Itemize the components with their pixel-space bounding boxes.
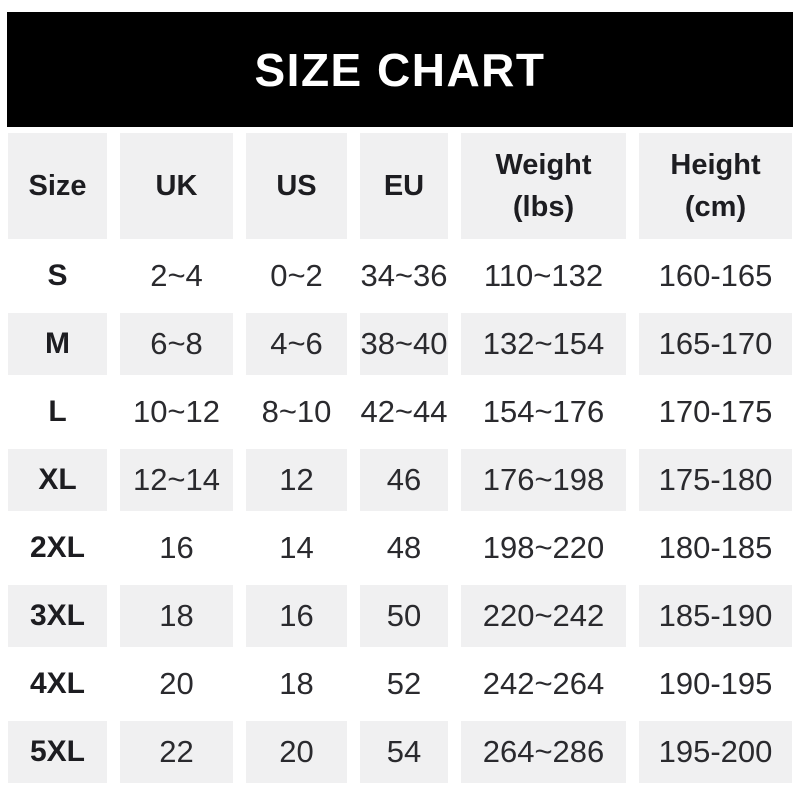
cell-height: 175-180 — [639, 449, 792, 511]
column-header-uk: UK — [120, 133, 233, 239]
cell-us: 4~6 — [246, 313, 347, 375]
column-header-eu: EU — [360, 133, 448, 239]
cell-weight: 220~242 — [461, 585, 626, 647]
cell-weight: 198~220 — [461, 517, 626, 579]
column-header-us: US — [246, 133, 347, 239]
cell-eu: 52 — [360, 653, 448, 715]
cell-size: S — [8, 245, 107, 307]
cell-uk: 6~8 — [120, 313, 233, 375]
cell-height: 185-190 — [639, 585, 792, 647]
cell-height: 195-200 — [639, 721, 792, 783]
cell-size: M — [8, 313, 107, 375]
cell-us: 12 — [246, 449, 347, 511]
cell-us: 8~10 — [246, 381, 347, 443]
cell-size: 2XL — [8, 517, 107, 579]
cell-weight: 176~198 — [461, 449, 626, 511]
cell-height: 180-185 — [639, 517, 792, 579]
cell-eu: 38~40 — [360, 313, 448, 375]
cell-us: 20 — [246, 721, 347, 783]
size-chart-page: SIZE CHART Size UK US EU Weight (lbs) He… — [0, 12, 800, 783]
cell-us: 16 — [246, 585, 347, 647]
cell-height: 165-170 — [639, 313, 792, 375]
column-header-weight: Weight (lbs) — [461, 133, 626, 239]
cell-size: L — [8, 381, 107, 443]
cell-eu: 54 — [360, 721, 448, 783]
cell-weight: 132~154 — [461, 313, 626, 375]
cell-size: 4XL — [8, 653, 107, 715]
cell-uk: 20 — [120, 653, 233, 715]
cell-weight: 242~264 — [461, 653, 626, 715]
cell-eu: 34~36 — [360, 245, 448, 307]
cell-weight: 154~176 — [461, 381, 626, 443]
cell-uk: 10~12 — [120, 381, 233, 443]
cell-size: 5XL — [8, 721, 107, 783]
cell-uk: 22 — [120, 721, 233, 783]
size-chart-banner: SIZE CHART — [7, 12, 793, 127]
size-table: Size UK US EU Weight (lbs) Height (cm) S… — [8, 133, 792, 783]
cell-weight: 110~132 — [461, 245, 626, 307]
column-header-height: Height (cm) — [639, 133, 792, 239]
cell-weight: 264~286 — [461, 721, 626, 783]
cell-uk: 12~14 — [120, 449, 233, 511]
cell-height: 190-195 — [639, 653, 792, 715]
cell-uk: 16 — [120, 517, 233, 579]
cell-eu: 48 — [360, 517, 448, 579]
cell-uk: 2~4 — [120, 245, 233, 307]
cell-us: 18 — [246, 653, 347, 715]
cell-eu: 42~44 — [360, 381, 448, 443]
cell-height: 170-175 — [639, 381, 792, 443]
cell-size: 3XL — [8, 585, 107, 647]
cell-us: 14 — [246, 517, 347, 579]
cell-us: 0~2 — [246, 245, 347, 307]
cell-eu: 50 — [360, 585, 448, 647]
cell-eu: 46 — [360, 449, 448, 511]
column-header-size: Size — [8, 133, 107, 239]
cell-size: XL — [8, 449, 107, 511]
page-title: SIZE CHART — [254, 43, 546, 96]
cell-uk: 18 — [120, 585, 233, 647]
cell-height: 160-165 — [639, 245, 792, 307]
